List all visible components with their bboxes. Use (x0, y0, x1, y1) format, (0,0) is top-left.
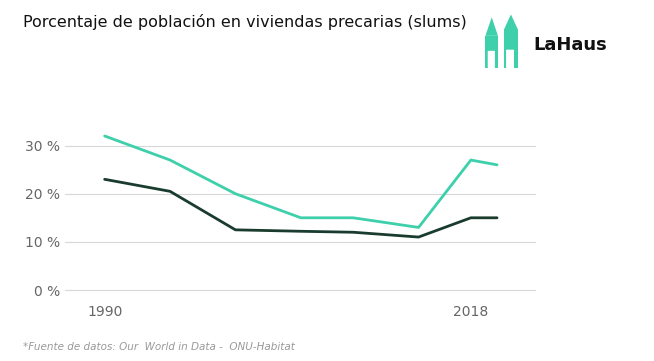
FancyBboxPatch shape (506, 50, 514, 68)
FancyBboxPatch shape (504, 30, 518, 68)
Text: LaHaus: LaHaus (533, 36, 607, 54)
FancyBboxPatch shape (488, 51, 495, 68)
Text: *Fuente de datos: Our  World in Data -  ONU-Habitat: *Fuente de datos: Our World in Data - ON… (23, 342, 295, 352)
Text: Porcentaje de población en viviendas precarias (slums): Porcentaje de población en viviendas pre… (23, 14, 467, 30)
Polygon shape (504, 14, 518, 30)
FancyBboxPatch shape (485, 36, 498, 68)
Polygon shape (485, 17, 498, 36)
